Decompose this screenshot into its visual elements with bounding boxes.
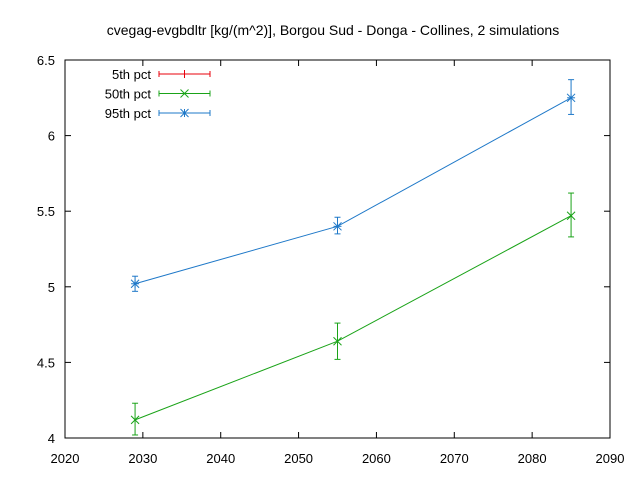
- x-tick-label: 2070: [440, 451, 469, 466]
- chart-title: cvegag-evgbdltr [kg/(m^2)], Borgou Sud -…: [107, 22, 559, 38]
- marker-d2: [333, 336, 342, 346]
- x-tick-label: 2060: [362, 451, 391, 466]
- x-tick-label: 2090: [596, 451, 625, 466]
- marker-d2: [566, 93, 576, 103]
- legend-entry: 95th pct: [105, 106, 211, 121]
- error-bar: [568, 192, 575, 238]
- legend-marker: [180, 89, 189, 98]
- axes: 2020 2030 2040 2050 2060 2070 2080 2090 4 4.5 5 5.5…: [37, 53, 625, 466]
- x-tick-label: 2020: [51, 451, 80, 466]
- error-bar: [132, 402, 139, 436]
- legend: 5th pct 50th pct 95th pct: [105, 67, 211, 121]
- plot-frame: [64, 59, 611, 439]
- legend-label: 50th pct: [105, 87, 152, 102]
- series-2: [130, 192, 576, 436]
- legend-entry: 50th pct: [105, 87, 211, 102]
- data-point: [566, 211, 576, 221]
- x-tick-label: 2080: [518, 451, 547, 466]
- x-tick-label: 2050: [284, 451, 313, 466]
- y-tick-label: 5.5: [37, 204, 55, 219]
- y-tick-label: 5: [48, 280, 55, 295]
- series-line: [134, 215, 572, 421]
- legend-label: 95th pct: [105, 106, 152, 121]
- data-point: [566, 93, 576, 103]
- legend-entry: 5th pct: [112, 67, 211, 82]
- marker-d2: [130, 279, 140, 289]
- y-tick-label: 4.5: [37, 355, 55, 370]
- legend-marker: [180, 70, 189, 78]
- x-tick-label: 2030: [128, 451, 157, 466]
- y-tick-label: 6: [48, 129, 55, 144]
- data-point: [333, 221, 342, 231]
- marker-d2: [130, 415, 140, 425]
- y-tick-label: 6.5: [37, 53, 55, 68]
- marker-d2: [180, 89, 189, 98]
- series-3: [130, 79, 576, 292]
- series-line: [134, 97, 572, 285]
- data-point: [130, 415, 140, 425]
- x-tick-label: 2040: [206, 451, 235, 466]
- y-tick-label: 4: [48, 431, 55, 446]
- legend-marker: [180, 108, 189, 118]
- series-layer: [130, 79, 576, 436]
- marker-d2: [333, 221, 342, 231]
- data-point: [130, 279, 140, 289]
- marker-d2: [566, 211, 576, 221]
- legend-label: 5th pct: [112, 67, 151, 82]
- data-point: [333, 336, 342, 346]
- marker-d2: [180, 108, 189, 118]
